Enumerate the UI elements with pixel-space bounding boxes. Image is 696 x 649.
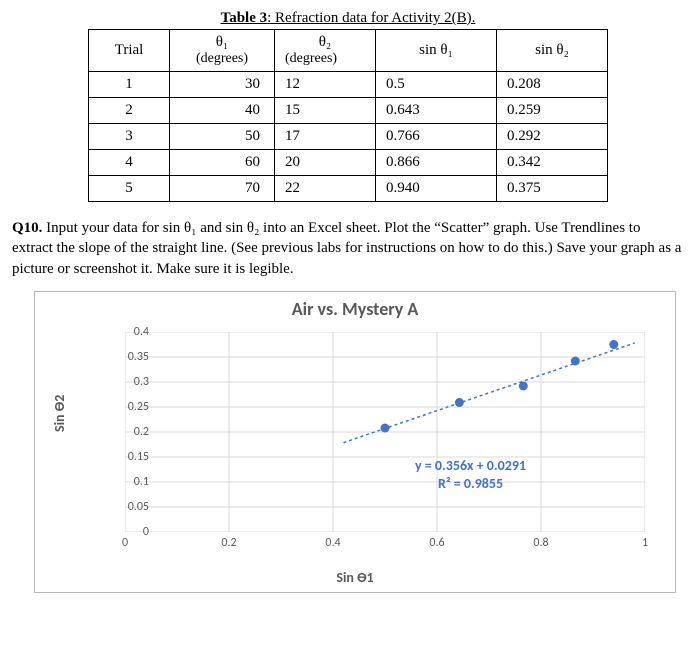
table-caption: Table 3: Refraction data for Activity 2(… [10,10,686,27]
data-point [381,423,390,432]
cell-sin2: 0.342 [497,150,608,176]
cell-theta2: 20 [275,150,376,176]
hdr-trial: Trial [89,30,170,72]
cell-sin2: 0.259 [497,98,608,124]
chart-svg [125,332,645,532]
y-tick: 0.15 [99,450,149,464]
cell-sin2: 0.292 [497,124,608,150]
table-row: 130120.50.208 [89,72,608,98]
question-label: Q10. [12,220,42,236]
cell-sin1: 0.866 [376,150,497,176]
cell-trial: 3 [89,124,170,150]
cell-theta2: 12 [275,72,376,98]
cell-theta1: 70 [170,176,275,202]
data-point [519,381,528,390]
question-body: Input your data for sin θ₁ and sin θ₂ in… [12,220,681,277]
cell-sin1: 0.5 [376,72,497,98]
cell-theta1: 50 [170,124,275,150]
cell-theta1: 30 [170,72,275,98]
cell-trial: 2 [89,98,170,124]
x-tick: 0.4 [313,536,353,550]
table-row: 350170.7660.292 [89,124,608,150]
cell-theta1: 40 [170,98,275,124]
y-tick: 0.05 [99,500,149,514]
cell-sin1: 0.940 [376,176,497,202]
cell-theta2: 17 [275,124,376,150]
cell-theta2: 15 [275,98,376,124]
table-row: 460200.8660.342 [89,150,608,176]
x-tick: 1 [625,536,665,550]
question-text: Q10. Input your data for sin θ₁ and sin … [12,218,684,279]
cell-sin1: 0.766 [376,124,497,150]
y-tick: 0.35 [99,350,149,364]
data-point [455,398,464,407]
chart-title: Air vs. Mystery A [35,298,675,320]
cell-trial: 5 [89,176,170,202]
plot-area [125,332,645,532]
caption-rest: : Refraction data for Activity 2(B). [267,10,475,26]
table-row: 240150.6430.259 [89,98,608,124]
y-tick: 0.2 [99,425,149,439]
y-tick: 0.25 [99,400,149,414]
hdr-theta2: θ₂ (degrees) [275,30,376,72]
hdr-sin2: sin θ₂ [497,30,608,72]
scatter-chart: Air vs. Mystery A Sin ϴ2 Sin ϴ1 0 0.05 0.1… [34,291,676,593]
x-tick: 0 [105,536,145,550]
cell-sin1: 0.643 [376,98,497,124]
y-tick: 0.1 [99,475,149,489]
x-tick: 0.8 [521,536,561,550]
x-tick: 0.2 [209,536,249,550]
trendline-equation: y = 0.356x + 0.0291 R² = 0.9855 [415,457,526,493]
cell-theta2: 22 [275,176,376,202]
refraction-table: Trial θ₁ (degrees) θ₂ (degrees) sin θ₁ s… [88,29,608,202]
data-point [571,356,580,365]
x-tick: 0.6 [417,536,457,550]
table-row: 570220.9400.375 [89,176,608,202]
cell-theta1: 60 [170,150,275,176]
table-header-row: Trial θ₁ (degrees) θ₂ (degrees) sin θ₁ s… [89,30,608,72]
y-tick: 0.4 [99,325,149,339]
cell-trial: 4 [89,150,170,176]
data-point [609,340,618,349]
caption-bold: Table 3 [221,10,268,26]
hdr-sin1: sin θ₁ [376,30,497,72]
cell-trial: 1 [89,72,170,98]
cell-sin2: 0.208 [497,72,608,98]
hdr-theta1: θ₁ (degrees) [170,30,275,72]
y-tick: 0.3 [99,375,149,389]
y-axis-label: Sin ϴ2 [51,394,68,431]
x-axis-label: Sin ϴ1 [35,569,675,586]
cell-sin2: 0.375 [497,176,608,202]
